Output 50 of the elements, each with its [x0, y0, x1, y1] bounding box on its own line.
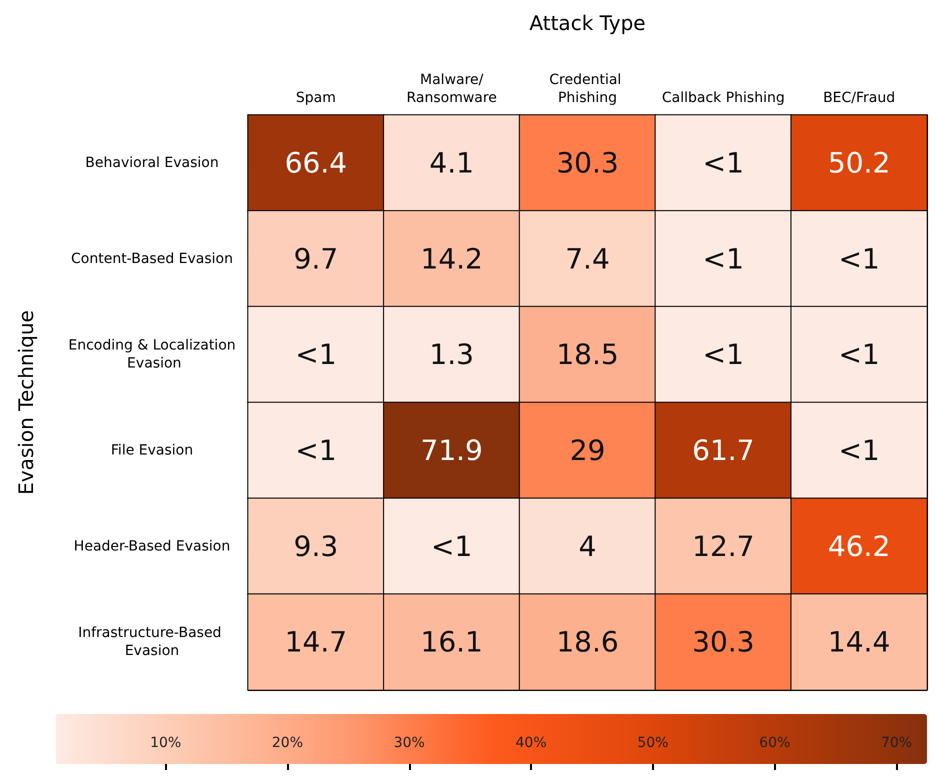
- data-label: 9.7: [294, 242, 338, 276]
- data-label: 61.7: [692, 434, 754, 467]
- color-bar-label: 20%: [272, 735, 304, 751]
- data-label: <1: [838, 434, 880, 467]
- x-axis-title: Attack Type: [529, 11, 646, 35]
- y-tick-label: Header-Based Evasion: [74, 538, 230, 554]
- data-label: 66.4: [284, 146, 348, 180]
- color-bar-label: 30%: [394, 735, 425, 751]
- color-bar-label: 50%: [637, 735, 668, 751]
- data-label: 18.6: [556, 626, 619, 659]
- y-tick-label: Behavioral Evasion: [85, 154, 219, 171]
- color-bar-label: 10%: [150, 735, 182, 751]
- data-label: 18.5: [556, 338, 619, 372]
- data-label: <1: [702, 338, 744, 372]
- color-bar-label: 70%: [880, 735, 912, 751]
- data-label: 14.7: [284, 626, 348, 659]
- data-label: <1: [702, 242, 744, 276]
- data-label: 14.2: [420, 242, 483, 276]
- data-label: 71.9: [420, 434, 483, 467]
- data-label: <1: [295, 338, 337, 372]
- x-tick-label: Callback Phishing: [662, 90, 785, 106]
- data-label: 50.2: [828, 146, 890, 180]
- data-label: 30.3: [692, 626, 754, 659]
- data-label: 7.4: [565, 242, 610, 276]
- data-label: 46.2: [828, 530, 890, 563]
- y-tick-label: File Evasion: [110, 442, 194, 458]
- data-label: 1.3: [429, 338, 474, 372]
- color-bar-label: 60%: [759, 735, 790, 751]
- data-label: 29: [570, 434, 606, 467]
- color-bar-label: 40%: [516, 735, 547, 751]
- data-label: 9.3: [294, 530, 338, 563]
- y-axis-title: Evasion Technique: [14, 310, 38, 495]
- y-tick-label: Content-Based Evasion: [71, 250, 233, 267]
- x-tick-label: Spam: [296, 90, 336, 106]
- y-tick-label: Infrastructure-Based Evasion: [78, 625, 226, 660]
- data-label: <1: [702, 146, 744, 180]
- data-label: 4: [578, 530, 596, 563]
- data-label: 12.7: [692, 530, 754, 563]
- data-label: 30.3: [556, 146, 619, 180]
- data-label: <1: [838, 242, 880, 276]
- data-label: 14.4: [828, 626, 890, 659]
- x-tick-label: BEC/Fraud: [823, 90, 896, 106]
- data-label: <1: [295, 434, 337, 467]
- data-label: 16.1: [420, 626, 483, 659]
- y-tick-label: Encoding & Localization Evasion: [68, 338, 236, 372]
- x-tick-label: Malware/Ransomware: [406, 72, 497, 106]
- data-label: <1: [838, 338, 880, 372]
- data-label: 4.1: [429, 146, 474, 180]
- data-label: <1: [431, 530, 472, 563]
- x-tick-label: Credential Phishing: [549, 72, 626, 106]
